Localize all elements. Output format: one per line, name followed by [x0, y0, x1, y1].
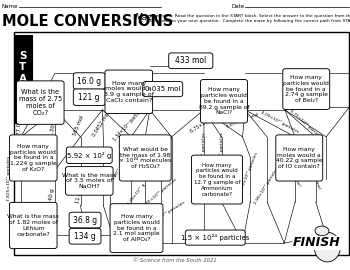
- Text: What is the
mass of 2.75
moles of
CO₂?: What is the mass of 2.75 moles of CO₂?: [19, 89, 62, 116]
- Text: How many
moles would a
40.22 g sample
of IO contain?: How many moles would a 40.22 g sample of…: [276, 147, 323, 169]
- FancyBboxPatch shape: [110, 204, 163, 253]
- Text: © Science from the South 2021: © Science from the South 2021: [133, 258, 217, 263]
- FancyBboxPatch shape: [119, 135, 171, 181]
- Text: 77.0 g: 77.0 g: [17, 118, 22, 135]
- Text: FINISH: FINISH: [293, 237, 341, 249]
- Text: 140 g: 140 g: [48, 189, 55, 204]
- Text: 1.3×10²⁴ particles: 1.3×10²⁴ particles: [150, 201, 186, 225]
- FancyBboxPatch shape: [69, 228, 101, 244]
- Text: How many
particles would
be found in a
1.224 g sample
of K₂O?: How many particles would be found in a 1…: [10, 144, 57, 172]
- FancyBboxPatch shape: [276, 135, 323, 181]
- Text: 0.035 mol: 0.035 mol: [145, 86, 181, 92]
- Text: 5.37×10²³ particles: 5.37×10²³ particles: [219, 133, 224, 175]
- Bar: [14, 35, 32, 123]
- FancyBboxPatch shape: [105, 70, 153, 113]
- Text: 4.45×10²⁴ particles: 4.45×10²⁴ particles: [143, 178, 178, 208]
- Ellipse shape: [315, 226, 329, 236]
- Text: How many
particles would
be found in a
12.7 g sample of
Ammonium
carbonate?: How many particles would be found in a 1…: [194, 163, 240, 197]
- FancyBboxPatch shape: [69, 212, 101, 228]
- Text: Maze: Maze: [135, 14, 158, 22]
- FancyBboxPatch shape: [74, 89, 105, 105]
- Bar: [14, 32, 349, 255]
- FancyBboxPatch shape: [66, 147, 112, 164]
- Text: How many
particles would
be found in a
2.74 g sample
of BeI₂?: How many particles would be found in a 2…: [283, 75, 329, 103]
- Text: S
T
A
R
T: S T A R T: [19, 51, 27, 107]
- Text: 3.46×10²³ g: 3.46×10²³ g: [106, 164, 125, 188]
- Text: 7.825×10²³ particles: 7.825×10²³ particles: [6, 156, 11, 201]
- Text: 0.190 mol: 0.190 mol: [287, 167, 301, 187]
- Text: 16.0 g: 16.0 g: [77, 76, 101, 86]
- Text: What would be
the mass of 1.98
× 10²⁴ molecules
of H₂SO₄?: What would be the mass of 1.98 × 10²⁴ mo…: [119, 147, 171, 169]
- Text: How many
moles would a
3.9 g sample of
CaCl₂ contain?: How many moles would a 3.9 g sample of C…: [104, 81, 154, 103]
- Text: What is the mass
of 1.82 moles of
Lithium
carbonate?: What is the mass of 1.82 moles of Lithiu…: [7, 214, 59, 237]
- Text: 2.99×10²³ particles: 2.99×10²³ particles: [253, 167, 280, 205]
- Text: 433 mol: 433 mol: [175, 56, 206, 65]
- Text: What is the mass
of 3.5 moles of
NaOH?: What is the mass of 3.5 moles of NaOH?: [62, 173, 117, 189]
- Text: 3.29×10²¹ g: 3.29×10²¹ g: [127, 183, 146, 206]
- FancyBboxPatch shape: [74, 73, 105, 89]
- Text: Name: Name: [2, 4, 18, 9]
- FancyBboxPatch shape: [65, 167, 113, 195]
- FancyBboxPatch shape: [143, 82, 183, 97]
- FancyBboxPatch shape: [201, 79, 247, 123]
- Text: 11 g: 11 g: [75, 191, 83, 204]
- Text: 4.09×10²³ particles: 4.09×10²³ particles: [260, 110, 300, 134]
- FancyBboxPatch shape: [191, 155, 243, 204]
- FancyBboxPatch shape: [16, 81, 64, 124]
- Text: 1.5 × 10²⁴ particles: 1.5 × 10²⁴ particles: [181, 234, 250, 241]
- FancyBboxPatch shape: [186, 230, 245, 245]
- Ellipse shape: [314, 232, 340, 262]
- Text: Directions: Read the question in the START block. Select the answer to the quest: Directions: Read the question in the STA…: [150, 14, 350, 23]
- Text: 5.92 × 10² g: 5.92 × 10² g: [67, 152, 111, 159]
- FancyBboxPatch shape: [9, 135, 57, 181]
- Text: 565 mol: 565 mol: [72, 114, 85, 137]
- Text: 4.137 mol: 4.137 mol: [309, 168, 321, 190]
- Text: 1.30 g: 1.30 g: [49, 118, 57, 137]
- Text: 5.9×10²³ particles: 5.9×10²³ particles: [240, 151, 259, 190]
- Text: 6.75×10²⁴ particles: 6.75×10²⁴ particles: [189, 106, 230, 134]
- Text: MOLE CONVERSIONS: MOLE CONVERSIONS: [2, 14, 173, 29]
- Text: 1.59×10²³ particles: 1.59×10²³ particles: [201, 133, 206, 175]
- Text: 0.0452 mol: 0.0452 mol: [92, 112, 111, 138]
- Text: 121 g: 121 g: [78, 93, 100, 102]
- FancyBboxPatch shape: [283, 69, 330, 110]
- Text: How many
particles would
be found in a
89.2 g sample of
NaCl?: How many particles would be found in a 8…: [199, 87, 249, 115]
- Text: 36.8 g: 36.8 g: [73, 215, 97, 225]
- FancyBboxPatch shape: [169, 53, 213, 69]
- Text: 1.34×10²⁴ particles: 1.34×10²⁴ particles: [113, 105, 146, 142]
- FancyBboxPatch shape: [9, 202, 57, 248]
- Text: Date: Date: [231, 4, 244, 9]
- Text: 6.75×10²³ particles: 6.75×10²³ particles: [289, 108, 324, 140]
- Text: 4.677×10²³ mol: 4.677×10²³ mol: [225, 113, 259, 129]
- Text: 134 g: 134 g: [74, 232, 96, 241]
- Text: How many
particles would
be found in a
2.1 mol sample
of AlPO₄?: How many particles would be found in a 2…: [113, 214, 160, 242]
